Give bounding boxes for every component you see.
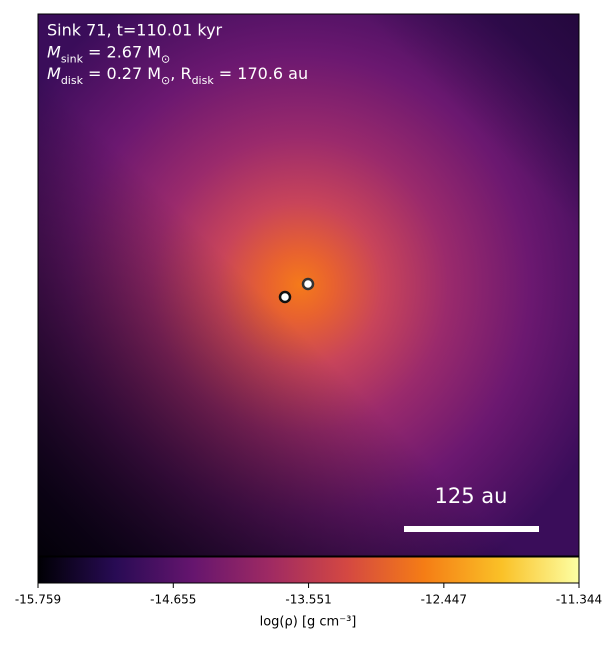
scale-bar-label: 125 au: [435, 484, 508, 508]
frame: [37, 13, 580, 557]
annotation-part: = 0.27 M: [83, 64, 161, 83]
sink-marker: [278, 290, 292, 304]
annotation-part: sink: [61, 52, 84, 65]
annotation: Sink 71, t=110.01 kyr: [47, 21, 223, 40]
annotation-part: ⊙: [161, 52, 170, 65]
annotation-part: M: [47, 64, 61, 83]
annotation-part: ⊙: [161, 74, 170, 87]
annotation-part: disk: [192, 74, 215, 87]
annotation-part: = 170.6 au: [214, 64, 308, 83]
colorbar-tick-label: -13.551: [285, 593, 331, 607]
sink-marker: [301, 277, 315, 291]
colorbar-tick-label: -15.759: [15, 593, 61, 607]
colorbar: [37, 556, 580, 584]
colorbar-tick-label: -12.447: [421, 593, 467, 607]
annotation-part: disk: [61, 74, 84, 87]
annotation: Mdisk = 0.27 M⊙, Rdisk = 170.6 au: [47, 64, 308, 87]
annotation-part: M: [47, 42, 61, 61]
colorbar-tick-label: -11.344: [556, 593, 602, 607]
annotation-part: , R: [170, 64, 191, 83]
colorbar-tick-label: -14.655: [150, 593, 196, 607]
annotation-part: = 2.67 M: [83, 42, 161, 61]
colorbar-label: log(ρ) [g cm⁻³]: [260, 615, 357, 630]
annotation: Msink = 2.67 M⊙: [47, 42, 170, 65]
